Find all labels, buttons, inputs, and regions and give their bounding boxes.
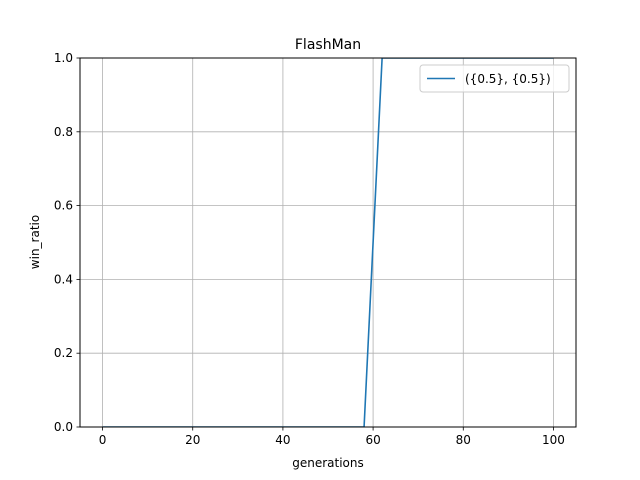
y-tick-label: 0.2 — [54, 346, 73, 360]
x-tick-label: 0 — [99, 433, 107, 447]
y-axis-ticks: 0.0 0.2 0.4 0.6 0.8 1.0 — [54, 51, 80, 434]
x-tick-label: 80 — [456, 433, 471, 447]
legend: ({0.5}, {0.5}) — [419, 64, 570, 93]
y-tick-label: 0.6 — [54, 199, 73, 213]
legend-box — [419, 64, 570, 93]
x-tick-label: 100 — [542, 433, 565, 447]
x-axis-label: generations — [292, 456, 364, 470]
y-tick-label: 0.8 — [54, 125, 73, 139]
chart-title: FlashMan — [295, 37, 361, 53]
series-line-1 — [102, 58, 554, 427]
series-layer — [102, 58, 554, 427]
plot-frame — [79, 57, 577, 428]
legend-label-series-1: ({0.5}, {0.5}) — [465, 72, 551, 86]
y-axis-label: win_ratio — [28, 215, 42, 269]
grid — [80, 57, 576, 428]
x-tick-label: 20 — [185, 433, 200, 447]
plot-area — [80, 58, 576, 427]
x-tick-label: 40 — [275, 433, 290, 447]
x-tick-label: 60 — [365, 433, 380, 447]
y-tick-label: 0.4 — [54, 272, 73, 286]
y-tick-label: 0.0 — [54, 420, 73, 434]
x-axis-ticks: 0 20 40 60 80 100 — [99, 427, 565, 447]
y-tick-label: 1.0 — [54, 51, 73, 65]
